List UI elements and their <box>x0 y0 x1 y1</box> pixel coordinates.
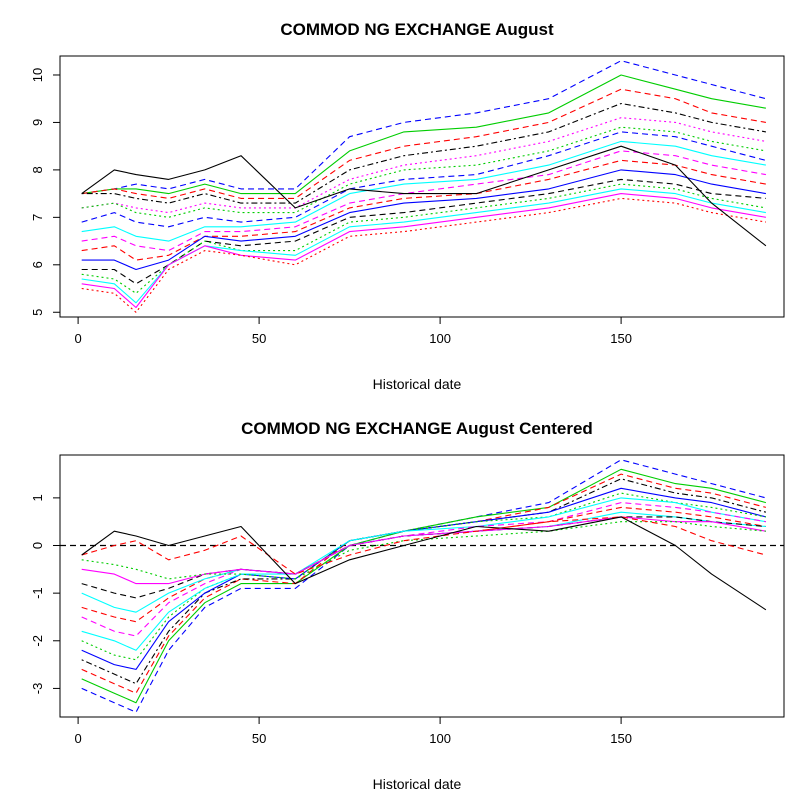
y-tick-label: 10 <box>30 68 45 82</box>
chart-panel-top: COMMOD NG EXCHANGE August 0 50 100 150 5 6 7 8 9… <box>30 20 785 392</box>
y-tick-label: -1 <box>30 587 45 599</box>
x-tick-label: 100 <box>429 731 451 746</box>
x-tick-label: 150 <box>610 731 632 746</box>
plot-frame <box>59 454 785 718</box>
series-line-1 <box>81 459 767 713</box>
series-line-11 <box>81 169 766 271</box>
series-line-2 <box>81 74 766 195</box>
chart-title: COMMOD NG EXCHANGE August Centered <box>241 419 593 438</box>
x-tick-label: 0 <box>74 331 81 346</box>
y-tick-label: 1 <box>30 494 45 501</box>
series-line-8 <box>81 140 766 242</box>
series-line-7 <box>81 131 767 228</box>
x-tick-label: 50 <box>252 731 266 746</box>
series-line-9 <box>81 150 766 252</box>
y-tick-label: 7 <box>30 214 45 221</box>
x-tick-label: 0 <box>74 731 81 746</box>
series-line-13 <box>81 183 766 294</box>
plot-frame <box>59 55 785 318</box>
y-tick-label: 6 <box>30 261 45 268</box>
axis-layer: 0 50 100 150 -3 -2 -1 0 1 <box>30 494 632 746</box>
series-line-7 <box>81 497 766 651</box>
chart-panel-bottom: COMMOD NG EXCHANGE August Centered 0 50 10… <box>30 419 785 792</box>
series-layer <box>81 60 767 313</box>
series-line-2 <box>81 468 767 704</box>
series-line-16 <box>81 197 766 313</box>
series-line-13 <box>81 521 766 580</box>
y-tick-label: 9 <box>30 119 45 126</box>
y-tick-label: 0 <box>30 542 45 549</box>
axis-layer: 0 50 100 150 5 6 7 8 9 10 <box>30 68 632 346</box>
y-tick-label: -2 <box>30 635 45 647</box>
y-tick-label: -3 <box>30 683 45 695</box>
series-line-4 <box>81 478 767 685</box>
series-line-4 <box>81 102 766 204</box>
series-line-14 <box>81 516 767 575</box>
series-line-1 <box>81 60 767 195</box>
chart-title: COMMOD NG EXCHANGE August <box>280 20 554 39</box>
series-line-15 <box>81 516 767 611</box>
x-axis-title: Historical date <box>373 376 462 392</box>
series-line-6 <box>81 126 766 218</box>
series-layer <box>60 459 784 713</box>
series-line-15 <box>81 193 766 309</box>
series-line-8 <box>81 502 766 637</box>
series-line-14 <box>81 188 766 304</box>
y-tick-label: 5 <box>30 309 45 316</box>
y-tick-label: 8 <box>30 166 45 173</box>
series-line-5 <box>81 117 766 214</box>
series-line-6 <box>81 492 766 661</box>
x-tick-label: 50 <box>252 331 266 346</box>
series-line-12 <box>81 516 766 585</box>
series-line-12 <box>81 178 766 285</box>
series-line-3 <box>81 473 767 694</box>
series-line-10 <box>81 159 766 261</box>
series-line-17 <box>81 145 767 247</box>
series-line-3 <box>81 88 766 199</box>
x-tick-label: 100 <box>429 331 451 346</box>
x-axis-title: Historical date <box>373 776 462 792</box>
x-tick-label: 150 <box>610 331 632 346</box>
